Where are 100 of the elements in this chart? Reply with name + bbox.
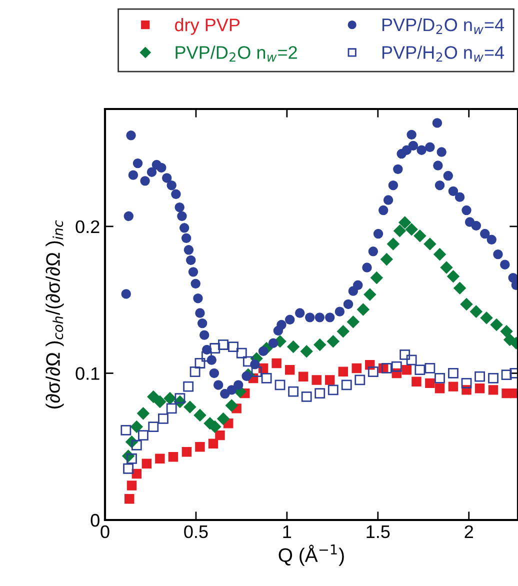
point	[386, 238, 400, 250]
legend-label: PVP/D$_{2}$O n$_{w}$=2	[176, 46, 297, 62]
point	[251, 366, 262, 377]
point	[446, 270, 460, 283]
point	[500, 325, 513, 338]
point	[131, 440, 142, 450]
point	[123, 463, 134, 474]
point	[142, 458, 152, 468]
point	[136, 407, 150, 420]
legend-label: PVP/D$_{2}$O n$_{w}$=4	[382, 18, 504, 34]
point	[480, 312, 493, 324]
point	[341, 380, 352, 390]
point	[120, 424, 132, 436]
point	[368, 366, 378, 377]
point	[148, 422, 159, 432]
point	[434, 248, 446, 261]
point	[414, 230, 426, 242]
point	[166, 403, 177, 414]
point	[217, 412, 230, 425]
point	[274, 380, 286, 390]
point	[314, 388, 326, 399]
point	[208, 438, 218, 449]
point	[210, 343, 220, 354]
point	[474, 371, 485, 382]
point	[314, 338, 326, 351]
point	[228, 342, 238, 352]
point	[461, 378, 472, 388]
point	[424, 363, 436, 374]
point	[406, 354, 417, 366]
legend-label: PVP/H$_{2}$O n$_{w}$=4	[382, 46, 504, 62]
point	[124, 494, 134, 504]
y-tick-label: 0.1	[76, 367, 100, 380]
point	[242, 356, 254, 367]
point	[158, 414, 168, 424]
point	[138, 430, 148, 441]
point	[488, 372, 498, 384]
x-tick-label: 0.5	[184, 525, 208, 538]
point	[405, 223, 418, 236]
y-tick-label: 0	[90, 514, 100, 527]
point	[402, 364, 412, 375]
point	[194, 358, 206, 368]
point	[440, 261, 453, 274]
point	[448, 368, 458, 378]
point	[414, 364, 426, 376]
point	[380, 253, 393, 266]
point	[288, 386, 299, 397]
legend-label: dry PVP	[175, 18, 240, 35]
point	[490, 318, 503, 332]
x-axis-title: Q (Å$^{−1}$)	[278, 544, 344, 566]
point	[168, 452, 178, 462]
point	[412, 376, 422, 386]
point	[190, 366, 200, 377]
point	[154, 395, 166, 408]
point	[301, 391, 312, 402]
x-tick-label: 1	[283, 526, 292, 538]
point	[501, 370, 512, 380]
point	[356, 303, 370, 316]
point	[460, 298, 473, 310]
point	[434, 372, 445, 384]
point	[194, 408, 206, 422]
point	[454, 282, 466, 294]
point	[272, 358, 282, 368]
point	[346, 316, 360, 328]
point	[261, 372, 272, 384]
point	[328, 384, 338, 396]
point	[215, 430, 225, 440]
point	[424, 238, 436, 250]
point	[130, 420, 143, 434]
point	[155, 454, 165, 464]
point	[174, 393, 186, 404]
point	[370, 272, 383, 284]
point	[218, 340, 228, 350]
x-tick-label: 2	[464, 525, 473, 538]
point	[425, 378, 435, 388]
point	[338, 366, 348, 376]
point	[448, 382, 458, 392]
point	[126, 453, 137, 464]
point	[336, 325, 350, 338]
point	[434, 383, 445, 394]
point	[183, 381, 194, 392]
point	[474, 383, 485, 394]
point	[184, 400, 196, 414]
x-tick-label: 1.5	[366, 526, 390, 538]
point	[364, 288, 376, 301]
point	[398, 216, 412, 229]
point	[381, 363, 392, 374]
point	[287, 340, 300, 354]
point	[126, 480, 137, 490]
point	[394, 224, 406, 238]
x-tick-label: 0	[100, 525, 110, 538]
point	[400, 350, 410, 360]
point	[325, 375, 335, 385]
point	[182, 447, 192, 457]
point	[164, 392, 176, 405]
point	[147, 390, 160, 403]
point	[354, 374, 366, 386]
point	[236, 348, 247, 358]
y-axis-title: (∂σ/∂Ω )$_{coh}$/(∂σ/∂Ω )$_{inc}$	[46, 220, 64, 408]
point	[326, 335, 340, 348]
point	[312, 375, 322, 385]
